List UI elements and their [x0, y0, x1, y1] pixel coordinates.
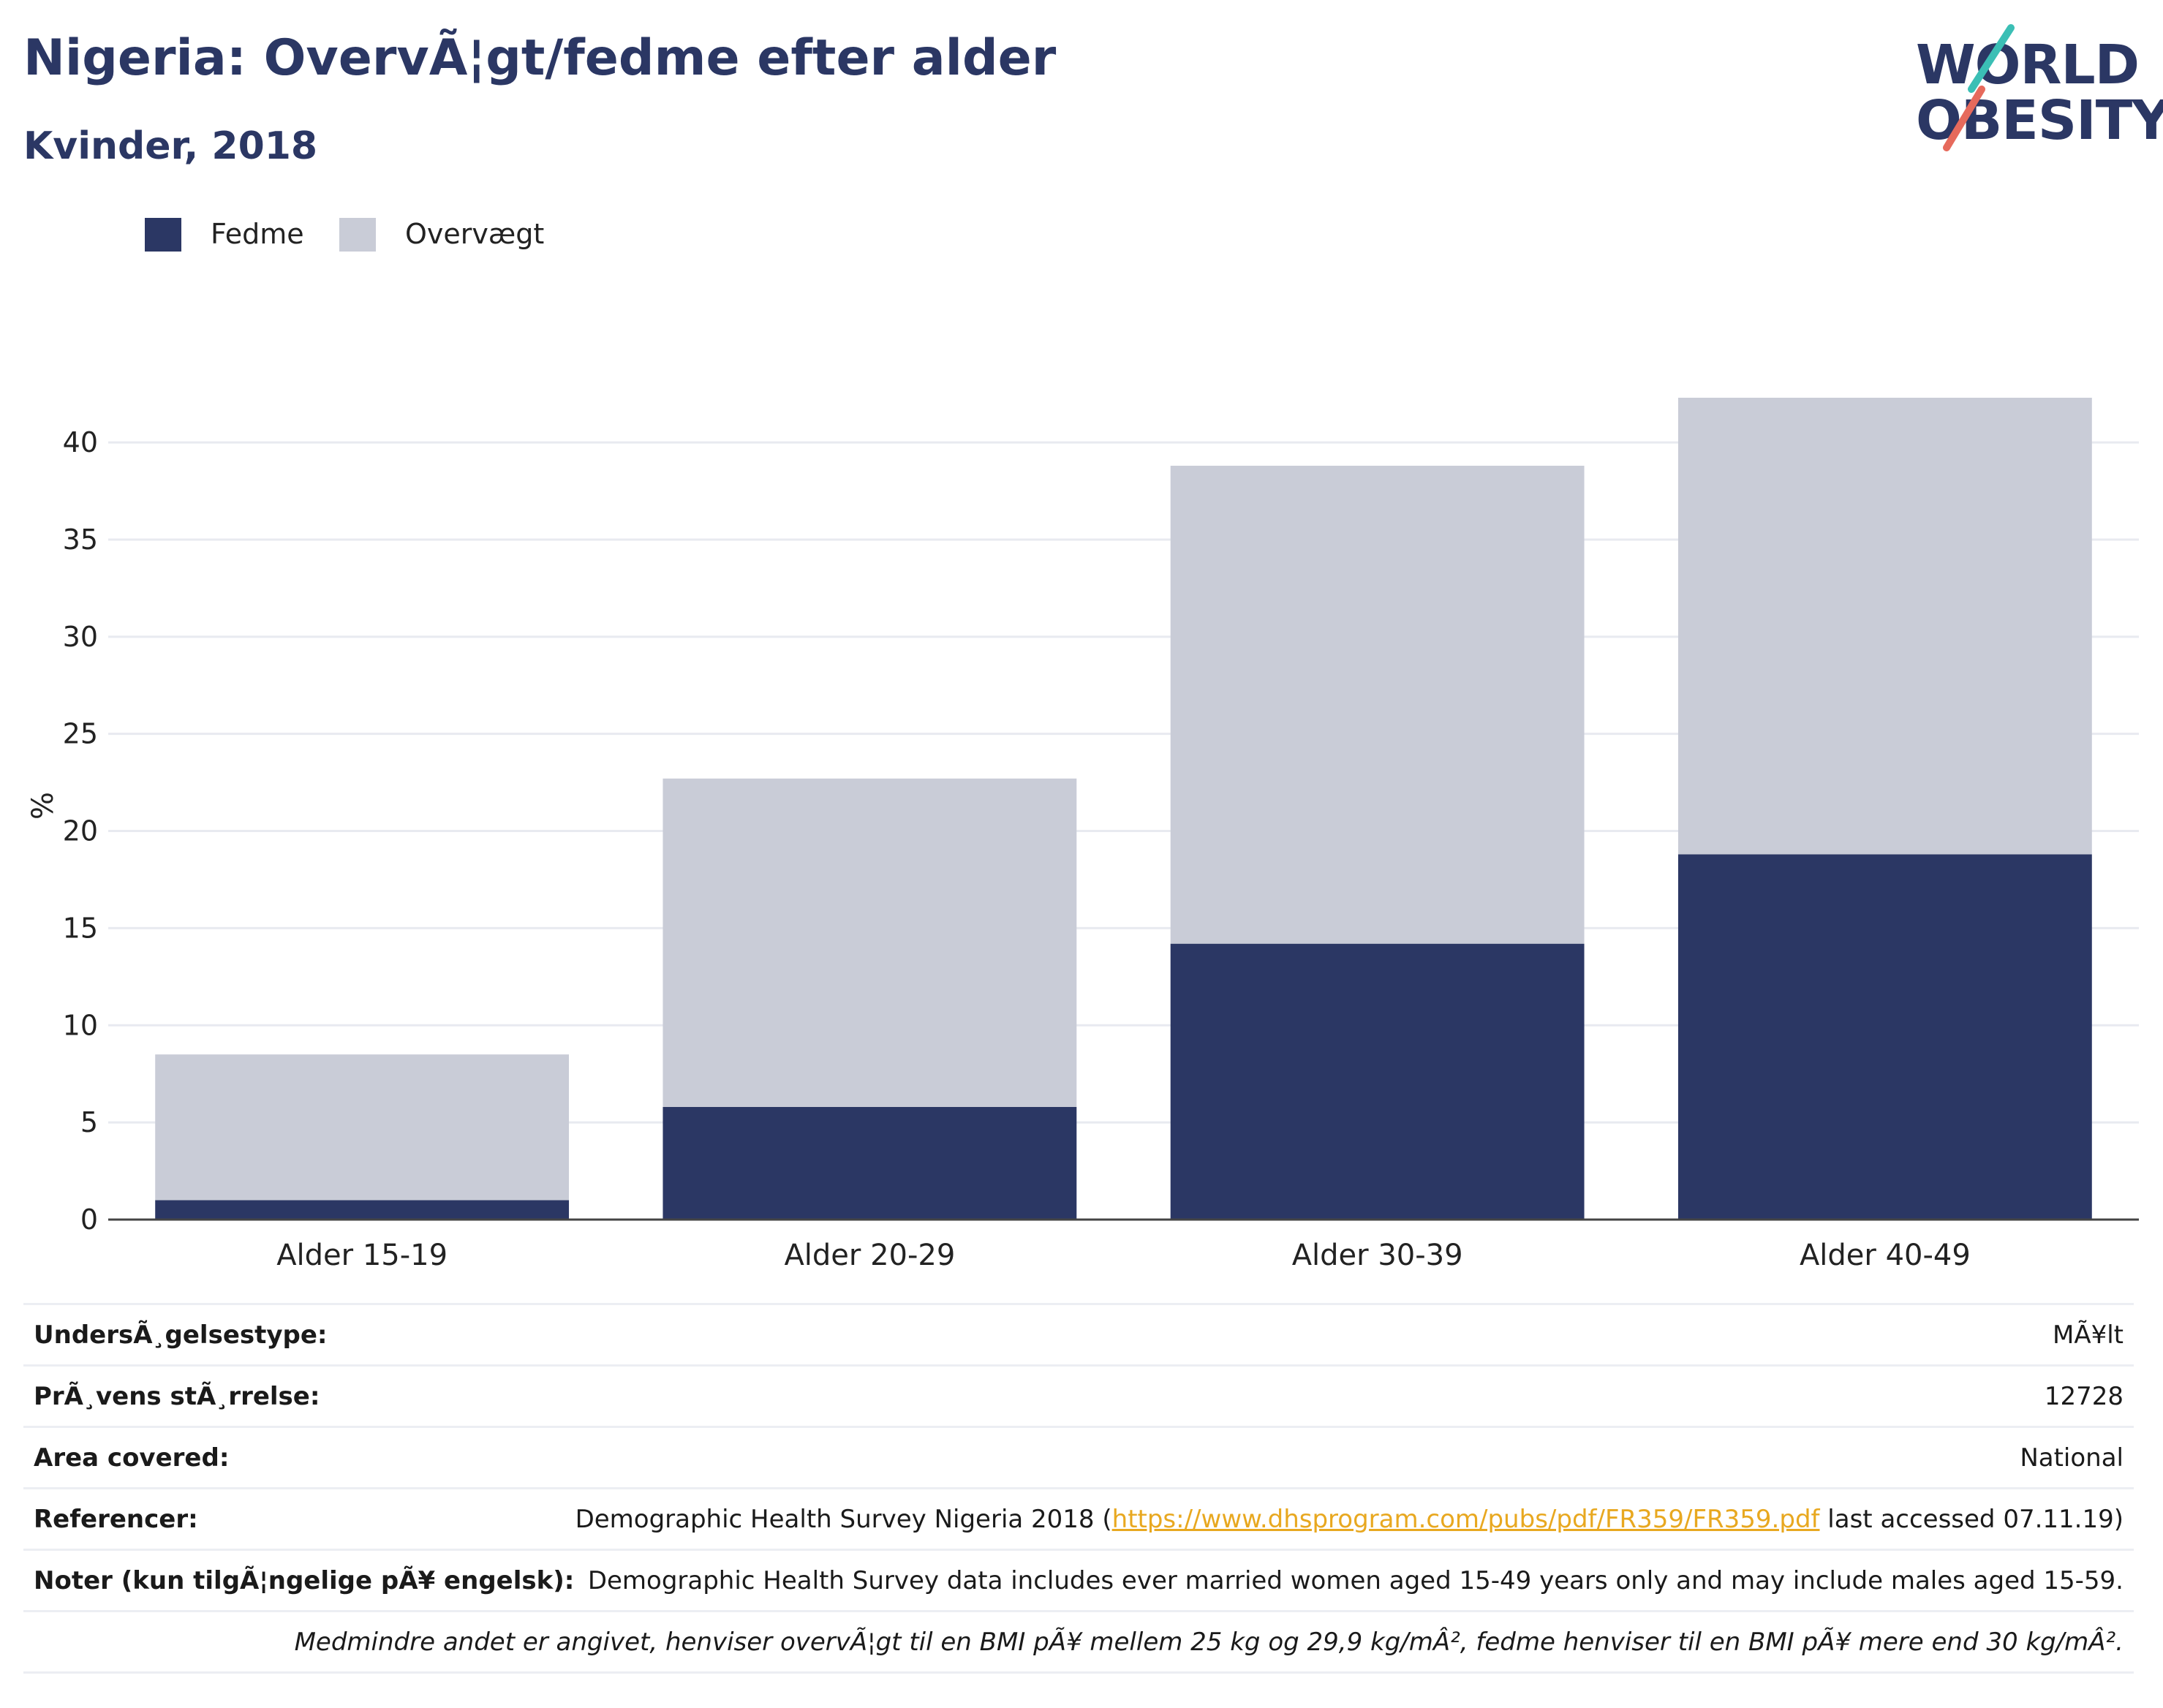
area-value: National — [2020, 1443, 2124, 1473]
area-label: Area covered: — [34, 1443, 230, 1473]
stacked-bar-chart: 0 5 10 15 20 25 30 35 40% Alder 15-19 Alder 20-29 A… — [26, 397, 2139, 1272]
legend-swatch-overvaegt — [339, 218, 376, 252]
y-tick-label: 40 — [63, 426, 98, 458]
chart-title: Nigeria: OvervÃ¦gt/fedme efter alder — [23, 29, 1057, 87]
notes-value: Demographic Health Survey data includes … — [587, 1565, 2124, 1595]
survey-type-label: UndersÃ¸gelsestype: — [34, 1320, 328, 1350]
logo-line-2: OBESITY — [1916, 89, 2163, 152]
y-tick-label: 10 — [63, 1009, 98, 1041]
info-row-sample-size: PrÃ¸vens stÃ¸rrelse: 12728 — [23, 1364, 2134, 1426]
reference-link[interactable]: https://www.dhsprogram.com/pubs/pdf/FR35… — [1111, 1504, 1820, 1534]
sample-size-value: 12728 — [2044, 1381, 2124, 1411]
references-prefix: Demographic Health Survey Nigeria 2018 ( — [575, 1504, 1112, 1534]
bar-overvaegt-2 — [663, 778, 1077, 1107]
bar-overvaegt-3 — [1170, 465, 1585, 944]
info-row-footnote: Medmindre andet er angivet, henviser ove… — [23, 1610, 2134, 1674]
bar-fedme-4 — [1677, 854, 2092, 1220]
notes-label: Noter (kun tilgÃ¦ngelige pÃ¥ engelsk): — [34, 1565, 575, 1595]
world-obesity-logo: WORLD OBESITY — [1901, 22, 2163, 154]
sample-size-label: PrÃ¸vens stÃ¸rrelse: — [34, 1381, 320, 1411]
y-axis-label: % — [26, 792, 60, 820]
bar-fedme-1 — [155, 1200, 570, 1220]
chart-subtitle: Kvinder, 2018 — [23, 124, 318, 168]
y-tick-label: 20 — [63, 815, 98, 847]
footnote: Medmindre andet er angivet, henviser ove… — [294, 1627, 2124, 1657]
legend-label-fedme: Fedme — [211, 218, 304, 250]
y-tick-label: 0 — [80, 1203, 98, 1236]
x-tick-label: Alder 40-49 — [1800, 1239, 1971, 1272]
legend-swatch-fedme — [145, 218, 181, 252]
bar-fedme-2 — [663, 1106, 1077, 1220]
info-table: UndersÃ¸gelsestype: MÃ¥lt PrÃ¸vens stÃ¸r… — [23, 1303, 2134, 1674]
bar-fedme-3 — [1170, 943, 1585, 1220]
info-row-survey-type: UndersÃ¸gelsestype: MÃ¥lt — [23, 1303, 2134, 1364]
y-tick-label: 5 — [80, 1106, 98, 1138]
y-tick-label: 35 — [63, 524, 98, 556]
logo-line-1: WORLD — [1916, 34, 2140, 97]
bar-overvaegt-1 — [155, 1054, 570, 1201]
y-tick-label: 15 — [63, 912, 98, 944]
legend-label-overvaegt: Overvægt — [405, 218, 545, 250]
bar-overvaegt-4 — [1677, 397, 2092, 855]
references-suffix: last accessed 07.11.19) — [1819, 1504, 2124, 1534]
x-tick-label: Alder 20-29 — [784, 1239, 955, 1272]
survey-type-value: MÃ¥lt — [2052, 1320, 2124, 1350]
info-row-references: Referencer: Demographic Health Survey Ni… — [23, 1487, 2134, 1549]
y-tick-label: 30 — [63, 621, 98, 653]
references-value: Demographic Health Survey Nigeria 2018 (… — [575, 1505, 2134, 1534]
info-row-notes: Noter (kun tilgÃ¦ngelige pÃ¥ engelsk): D… — [23, 1549, 2134, 1610]
references-label: Referencer: — [34, 1504, 198, 1534]
info-row-area: Area covered: National — [23, 1426, 2134, 1487]
x-tick-label: Alder 15-19 — [276, 1239, 448, 1272]
logo-slash-icon — [1943, 24, 2015, 151]
x-tick-label: Alder 30-39 — [1292, 1239, 1463, 1272]
y-tick-label: 25 — [63, 718, 98, 750]
